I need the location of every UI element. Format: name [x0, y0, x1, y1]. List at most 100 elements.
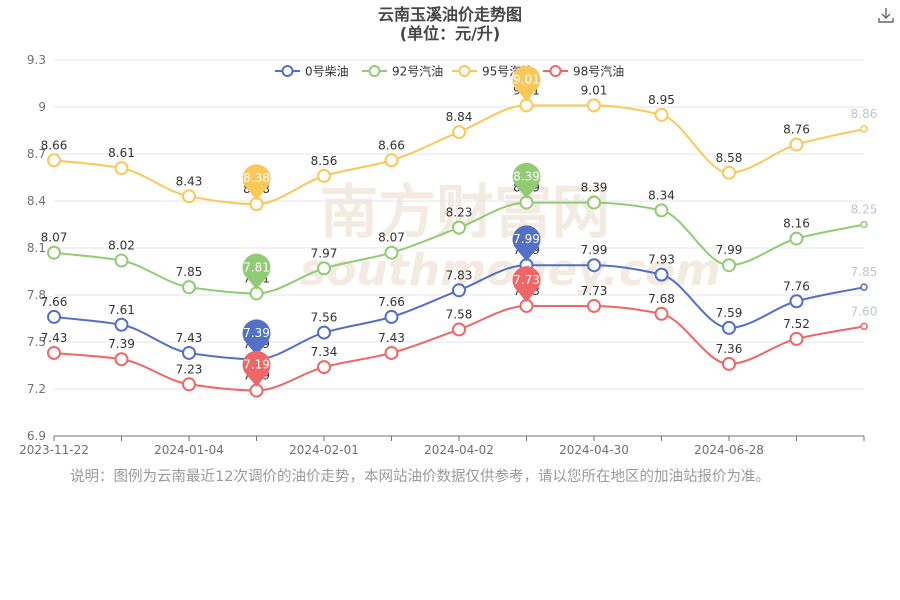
max-marker-label: 7.73 [513, 273, 540, 287]
data-point[interactable] [317, 325, 331, 340]
x-tick-label: 2024-06-28 [694, 443, 764, 457]
min-marker-label: 7.81 [243, 260, 270, 274]
data-point[interactable] [654, 267, 669, 282]
data-label: 7.68 [648, 292, 675, 306]
data-label: 8.86 [851, 107, 878, 121]
min-marker-1: 7.81 [242, 253, 271, 290]
data-point[interactable] [114, 317, 129, 332]
legend-item-3[interactable]: 98号汽油 [543, 64, 624, 79]
data-point[interactable] [722, 165, 736, 180]
data-point[interactable] [182, 345, 196, 360]
data-point[interactable] [182, 189, 196, 204]
data-point[interactable] [722, 320, 736, 335]
data-label: 7.52 [783, 317, 810, 331]
data-point[interactable] [860, 283, 868, 291]
data-point[interactable] [789, 294, 804, 309]
data-label: 7.60 [851, 304, 878, 318]
data-point[interactable] [587, 195, 601, 210]
data-point[interactable] [587, 258, 601, 273]
data-label: 7.36 [716, 342, 743, 356]
data-label: 8.66 [378, 138, 405, 152]
data-label: 8.43 [176, 174, 203, 188]
legend-item-1[interactable]: 92号汽油 [362, 64, 443, 79]
data-label: 8.66 [41, 138, 68, 152]
data-point[interactable] [317, 261, 331, 276]
data-point[interactable] [384, 309, 399, 324]
data-label: 8.07 [378, 231, 405, 245]
data-label: 7.66 [378, 295, 405, 309]
data-label: 7.97 [311, 246, 338, 260]
data-point[interactable] [860, 220, 868, 229]
data-label: 7.76 [783, 279, 810, 293]
data-label: 7.43 [176, 331, 203, 345]
legend-item-0[interactable]: 0号柴油 [275, 65, 349, 79]
x-tick-label: 2024-01-04 [154, 443, 224, 457]
data-label: 7.43 [41, 331, 68, 345]
series-2 [47, 98, 868, 212]
data-point[interactable] [654, 107, 669, 122]
data-label: 7.99 [581, 243, 608, 257]
data-point[interactable] [114, 161, 129, 176]
x-tick-label: 2024-02-01 [289, 443, 359, 457]
data-point[interactable] [182, 377, 196, 392]
data-point[interactable] [789, 137, 804, 152]
data-point[interactable] [384, 245, 399, 260]
data-point[interactable] [182, 280, 196, 295]
legend-swatch-marker [281, 65, 294, 77]
data-point[interactable] [47, 345, 61, 360]
data-point[interactable] [587, 98, 601, 113]
legend-label: 92号汽油 [392, 64, 443, 79]
data-point[interactable] [47, 309, 61, 324]
data-point[interactable] [384, 153, 399, 168]
x-tick-label: 2024-04-02 [424, 443, 494, 457]
data-point[interactable] [722, 356, 736, 371]
y-tick-label: 8.1 [27, 241, 46, 255]
data-label: 7.93 [648, 253, 675, 267]
series-group [47, 98, 868, 398]
download-icon[interactable] [877, 6, 895, 24]
x-tick-label: 2023-11-22 [19, 443, 89, 457]
max-marker-label: 7.99 [513, 232, 540, 246]
data-point[interactable] [860, 322, 868, 331]
legend-swatch-marker [549, 65, 562, 77]
data-point[interactable] [452, 283, 466, 298]
data-point[interactable] [860, 125, 868, 133]
series-3 [47, 298, 868, 398]
data-point[interactable] [452, 322, 466, 337]
data-point[interactable] [722, 258, 736, 273]
data-point[interactable] [47, 245, 61, 260]
data-point[interactable] [317, 168, 331, 183]
max-marker-shape [512, 225, 541, 262]
data-point[interactable] [114, 253, 129, 268]
series-1 [47, 195, 868, 301]
data-point[interactable] [452, 125, 466, 140]
data-point[interactable] [654, 203, 669, 218]
watermark-en: southmoney.com [300, 245, 721, 296]
data-point[interactable] [384, 345, 399, 360]
data-label: 7.66 [41, 295, 68, 309]
y-tick-label: 7.5 [27, 335, 46, 349]
data-label: 7.99 [716, 243, 743, 257]
min-marker-shape [242, 164, 271, 201]
x-axis: 2023-11-22 2024-01-04 2024-02-01 2024-04-02… [19, 435, 865, 457]
data-label: 8.56 [311, 154, 338, 168]
data-point[interactable] [47, 153, 61, 168]
data-label: 8.34 [648, 188, 675, 202]
y-tick-label: 7.2 [27, 382, 46, 396]
data-point[interactable] [317, 360, 331, 375]
data-point[interactable] [789, 231, 804, 246]
data-label: 8.23 [446, 206, 473, 220]
data-point[interactable] [587, 298, 601, 313]
data-label: 8.58 [716, 151, 743, 165]
data-label: 9.01 [581, 83, 608, 97]
data-label: 8.07 [41, 231, 68, 245]
data-point[interactable] [114, 352, 129, 367]
max-marker-2: 9.01 [512, 65, 541, 102]
data-point[interactable] [452, 220, 466, 235]
max-marker-shape [512, 162, 541, 199]
min-marker-0: 7.39 [242, 319, 271, 356]
max-marker-0: 7.99 [512, 225, 541, 262]
data-point[interactable] [654, 306, 669, 321]
min-marker-label: 7.19 [243, 358, 270, 372]
data-point[interactable] [789, 331, 804, 346]
